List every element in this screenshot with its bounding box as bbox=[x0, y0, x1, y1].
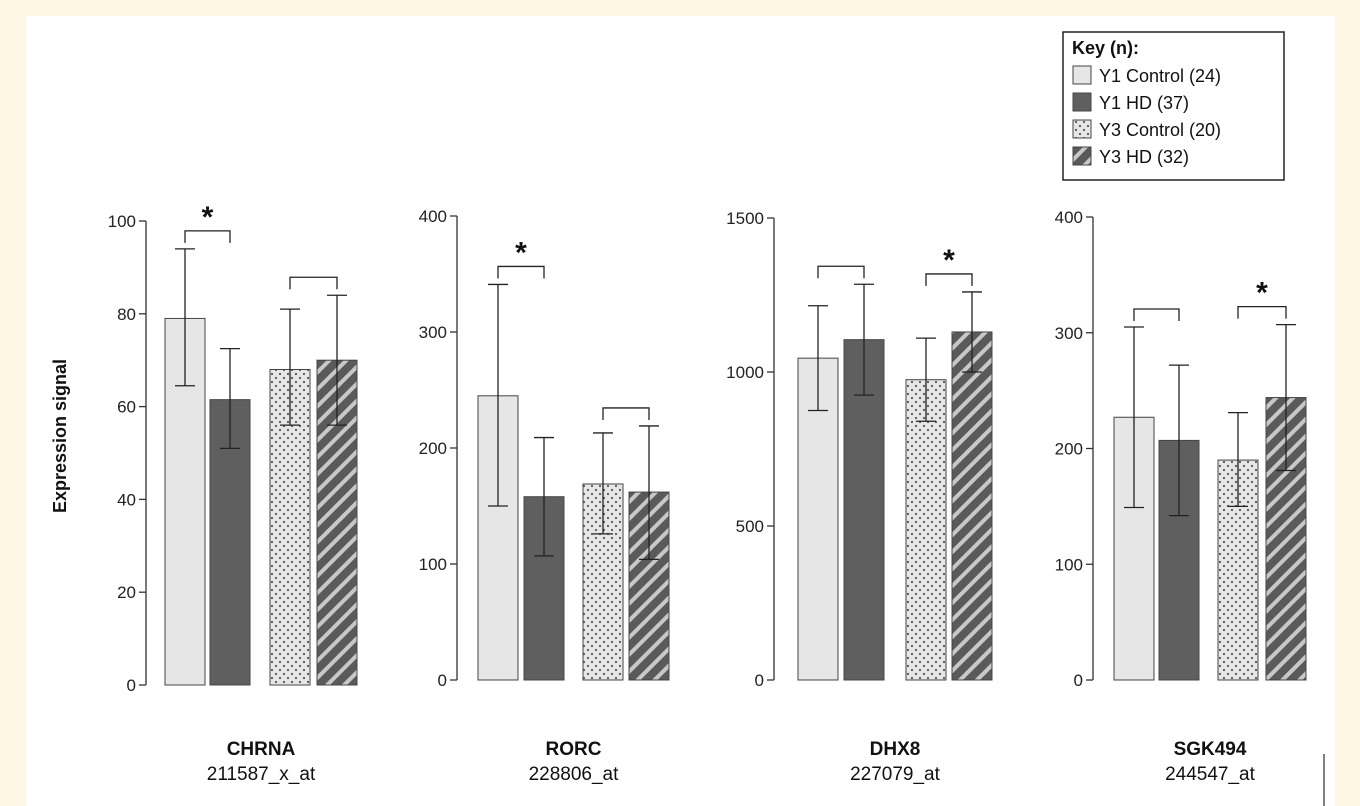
y-tick-label: 300 bbox=[419, 323, 447, 342]
legend-swatch bbox=[1072, 146, 1092, 166]
bar-chart-figure: 0 20 40 60 80 100 * CHRNA 211587_x_at 0 100 200 300 4… bbox=[50, 31, 1325, 806]
comparison-bracket bbox=[1237, 305, 1287, 319]
probe-id-label: 228806_at bbox=[529, 764, 620, 785]
significance-marker: * bbox=[1256, 277, 1268, 310]
legend-entry-label: Y3 HD (32) bbox=[1099, 147, 1189, 167]
significance-marker: * bbox=[515, 236, 527, 269]
figure-frame: 0 20 40 60 80 100 * CHRNA 211587_x_at 0 100 200 300 4… bbox=[26, 16, 1335, 806]
comparison-bracket bbox=[925, 273, 973, 286]
y-tick-label: 200 bbox=[1055, 440, 1083, 459]
gene-name-label: DHX8 bbox=[870, 739, 921, 760]
chart-panels: 0 20 40 60 80 100 * CHRNA 211587_x_at 0 100 200 300 4… bbox=[108, 201, 1307, 785]
y-tick-label: 80 bbox=[117, 305, 136, 324]
probe-id-label: 244547_at bbox=[1165, 764, 1256, 785]
y-tick-label: 0 bbox=[1074, 671, 1083, 690]
y-tick-label: 0 bbox=[438, 671, 447, 690]
comparison-bracket bbox=[289, 276, 338, 290]
y-tick-label: 20 bbox=[117, 583, 136, 602]
gene-name-label: CHRNA bbox=[227, 739, 296, 760]
legend-entry-label: Y1 Control (24) bbox=[1099, 66, 1221, 86]
probe-id-label: 211587_x_at bbox=[207, 764, 316, 785]
y-tick-label: 40 bbox=[117, 490, 136, 509]
bar bbox=[797, 357, 839, 681]
significance-marker: * bbox=[202, 201, 214, 234]
comparison-bracket bbox=[1133, 308, 1180, 321]
y-tick-label: 100 bbox=[419, 555, 447, 574]
y-tick-label: 0 bbox=[127, 676, 136, 695]
y-axis-label: Expression signal bbox=[50, 359, 70, 513]
legend-swatch bbox=[1072, 65, 1092, 85]
gene-name-label: SGK494 bbox=[1174, 739, 1247, 760]
probe-id-label: 227079_at bbox=[850, 764, 941, 785]
legend-entry-label: Y3 Control (20) bbox=[1099, 120, 1221, 140]
y-tick-label: 60 bbox=[117, 398, 136, 417]
comparison-bracket bbox=[817, 265, 865, 279]
significance-marker: * bbox=[943, 244, 955, 277]
panel-chrna: 0 20 40 60 80 100 * CHRNA 211587_x_at bbox=[108, 201, 358, 785]
comparison-bracket bbox=[497, 265, 545, 279]
legend: Key (n): Y1 Control (24) Y1 HD (37) Y3 Cont… bbox=[1062, 31, 1285, 181]
y-tick-label: 500 bbox=[736, 517, 764, 536]
y-tick-label: 0 bbox=[755, 671, 764, 690]
legend-swatch bbox=[1072, 92, 1092, 112]
y-tick-label: 300 bbox=[1055, 324, 1083, 343]
bar bbox=[843, 339, 885, 681]
panel-sgk494: 0 100 200 300 400 * SGK494 244547_at bbox=[1055, 208, 1307, 785]
y-tick-label: 100 bbox=[108, 212, 136, 231]
y-tick-label: 1500 bbox=[726, 209, 764, 228]
panel-rorc: 0 100 200 300 400 * RORC 228806_at bbox=[419, 207, 670, 785]
y-tick-label: 400 bbox=[1055, 208, 1083, 227]
y-tick-label: 400 bbox=[419, 207, 447, 226]
comparison-bracket bbox=[602, 407, 650, 420]
y-tick-label: 100 bbox=[1055, 555, 1083, 574]
bar bbox=[905, 379, 947, 681]
legend-entry-label: Y1 HD (37) bbox=[1099, 93, 1189, 113]
y-tick-label: 1000 bbox=[726, 363, 764, 382]
gene-name-label: RORC bbox=[546, 739, 602, 760]
legend-swatch bbox=[1072, 119, 1092, 139]
legend-box bbox=[1062, 31, 1285, 181]
comparison-bracket bbox=[184, 230, 231, 243]
y-tick-label: 200 bbox=[419, 439, 447, 458]
legend-title: Key (n): bbox=[1072, 38, 1139, 58]
bar bbox=[951, 331, 993, 681]
panel-dhx8: 0 500 1000 1500 * DHX8 227079_at bbox=[726, 209, 993, 785]
